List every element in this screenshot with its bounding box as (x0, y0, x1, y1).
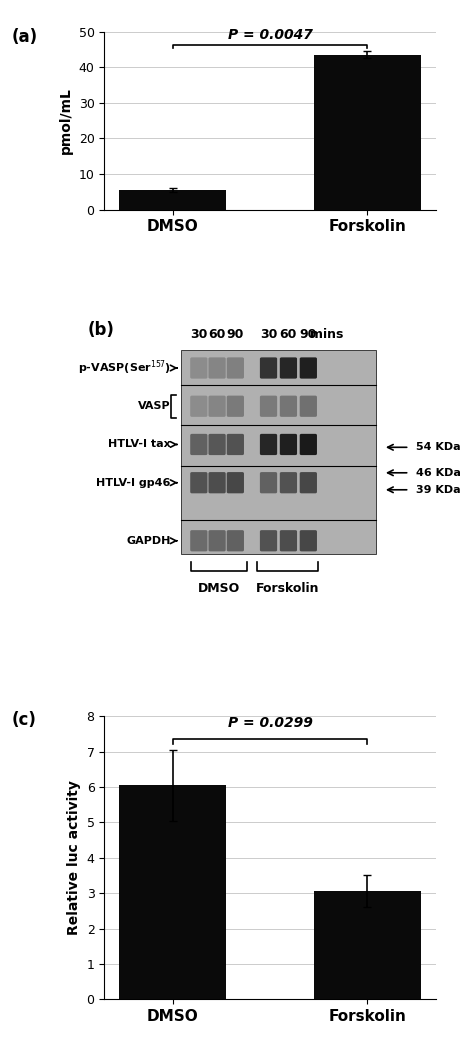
FancyBboxPatch shape (280, 530, 297, 551)
FancyBboxPatch shape (190, 530, 208, 551)
FancyBboxPatch shape (209, 472, 226, 493)
Bar (119, 190, 227, 209)
Bar (314, 891, 421, 999)
Text: P = 0.0047: P = 0.0047 (228, 28, 313, 42)
FancyBboxPatch shape (190, 358, 208, 379)
Bar (119, 785, 227, 999)
FancyBboxPatch shape (190, 433, 208, 456)
FancyBboxPatch shape (280, 433, 297, 456)
Text: VASP: VASP (138, 401, 171, 411)
Text: 46 KDa: 46 KDa (416, 468, 461, 478)
FancyBboxPatch shape (227, 433, 244, 456)
Text: (c): (c) (11, 710, 36, 728)
FancyBboxPatch shape (227, 530, 244, 551)
Text: (a): (a) (11, 28, 37, 46)
FancyBboxPatch shape (260, 358, 277, 379)
Text: DMSO: DMSO (198, 582, 240, 594)
Text: mins: mins (310, 327, 343, 341)
Text: 30: 30 (190, 327, 208, 341)
FancyBboxPatch shape (227, 396, 244, 417)
FancyBboxPatch shape (280, 472, 297, 493)
Text: (b): (b) (88, 321, 115, 339)
FancyBboxPatch shape (300, 396, 317, 417)
Y-axis label: Relative luc activity: Relative luc activity (67, 781, 81, 935)
Text: HTLV-I tax: HTLV-I tax (108, 440, 171, 449)
FancyBboxPatch shape (209, 358, 226, 379)
Text: GAPDH: GAPDH (126, 535, 171, 546)
FancyBboxPatch shape (227, 472, 244, 493)
Text: 90: 90 (300, 327, 317, 341)
FancyBboxPatch shape (260, 530, 277, 551)
FancyBboxPatch shape (280, 396, 297, 417)
FancyBboxPatch shape (209, 396, 226, 417)
Text: HTLV-I gp46: HTLV-I gp46 (96, 478, 171, 488)
Text: 60: 60 (280, 327, 297, 341)
Text: 39 KDa: 39 KDa (416, 485, 461, 494)
FancyBboxPatch shape (209, 530, 226, 551)
FancyBboxPatch shape (300, 530, 317, 551)
Text: P = 0.0299: P = 0.0299 (228, 716, 313, 730)
FancyBboxPatch shape (227, 358, 244, 379)
Text: 60: 60 (209, 327, 226, 341)
FancyBboxPatch shape (260, 433, 277, 456)
Text: p-VASP(Ser$^{157}$): p-VASP(Ser$^{157}$) (78, 359, 171, 378)
Y-axis label: pmol/mL: pmol/mL (59, 87, 73, 154)
Text: 90: 90 (227, 327, 244, 341)
FancyBboxPatch shape (209, 433, 226, 456)
FancyBboxPatch shape (300, 433, 317, 456)
FancyBboxPatch shape (280, 358, 297, 379)
FancyBboxPatch shape (300, 472, 317, 493)
FancyBboxPatch shape (300, 358, 317, 379)
Text: 54 KDa: 54 KDa (416, 442, 461, 452)
FancyBboxPatch shape (190, 396, 208, 417)
FancyBboxPatch shape (260, 472, 277, 493)
FancyBboxPatch shape (190, 472, 208, 493)
FancyBboxPatch shape (260, 396, 277, 417)
Text: 30: 30 (260, 327, 277, 341)
Bar (314, 55, 421, 209)
Bar (181, 349, 376, 553)
Text: Forskolin: Forskolin (256, 582, 319, 594)
